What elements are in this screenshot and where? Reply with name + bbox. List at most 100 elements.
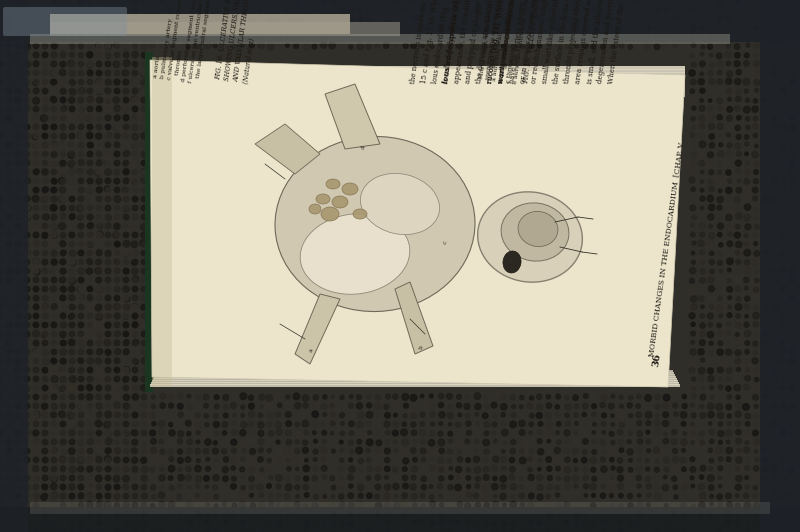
Circle shape [106, 394, 110, 400]
Circle shape [6, 16, 12, 22]
Circle shape [205, 439, 211, 445]
Circle shape [6, 62, 11, 66]
Circle shape [546, 26, 553, 32]
Circle shape [42, 457, 48, 463]
Circle shape [194, 403, 201, 409]
Circle shape [52, 467, 56, 470]
Circle shape [736, 438, 742, 444]
Circle shape [726, 162, 730, 165]
Circle shape [284, 476, 290, 482]
Circle shape [132, 484, 138, 490]
Circle shape [437, 457, 444, 464]
Circle shape [15, 286, 19, 290]
Circle shape [51, 502, 57, 508]
Circle shape [25, 225, 30, 229]
Circle shape [285, 494, 290, 498]
Circle shape [34, 394, 38, 400]
Circle shape [87, 223, 93, 229]
Circle shape [150, 485, 156, 490]
Circle shape [313, 449, 318, 454]
Circle shape [78, 268, 85, 275]
Circle shape [86, 0, 92, 4]
Circle shape [70, 106, 74, 110]
Circle shape [195, 510, 202, 517]
Circle shape [718, 143, 722, 147]
Circle shape [34, 79, 38, 85]
Circle shape [458, 457, 462, 462]
Circle shape [410, 484, 416, 490]
Circle shape [186, 466, 191, 472]
Circle shape [87, 177, 94, 184]
Circle shape [150, 430, 155, 436]
Circle shape [42, 241, 48, 247]
Circle shape [422, 458, 426, 462]
Circle shape [0, 70, 2, 74]
Circle shape [295, 0, 299, 2]
Circle shape [132, 250, 138, 256]
Circle shape [762, 366, 769, 372]
Circle shape [753, 312, 759, 319]
Circle shape [466, 529, 470, 532]
Circle shape [277, 521, 283, 527]
Circle shape [87, 430, 93, 436]
Circle shape [654, 503, 658, 509]
Circle shape [34, 205, 38, 211]
Circle shape [510, 430, 515, 436]
Circle shape [124, 234, 127, 237]
Circle shape [141, 223, 147, 229]
Circle shape [195, 448, 201, 454]
Circle shape [34, 322, 38, 328]
Circle shape [123, 168, 130, 174]
Circle shape [745, 152, 748, 155]
Circle shape [142, 313, 147, 319]
Circle shape [510, 484, 517, 490]
Circle shape [160, 449, 165, 454]
Circle shape [123, 485, 127, 488]
Circle shape [618, 529, 624, 532]
Circle shape [70, 115, 74, 120]
Circle shape [52, 304, 57, 309]
Circle shape [60, 241, 66, 247]
Circle shape [664, 34, 669, 39]
Circle shape [295, 422, 299, 427]
Circle shape [746, 441, 749, 444]
Circle shape [664, 503, 668, 508]
Circle shape [196, 395, 201, 400]
Circle shape [304, 7, 309, 13]
Circle shape [744, 502, 750, 509]
Circle shape [89, 278, 92, 281]
Circle shape [123, 358, 129, 364]
Circle shape [25, 413, 30, 419]
Circle shape [78, 223, 82, 229]
Circle shape [699, 123, 705, 129]
Circle shape [42, 376, 48, 382]
Circle shape [141, 286, 147, 292]
Circle shape [519, 8, 523, 12]
Circle shape [745, 350, 750, 354]
Circle shape [42, 143, 48, 148]
Circle shape [762, 105, 769, 111]
Circle shape [15, 16, 21, 22]
Circle shape [717, 114, 722, 120]
Circle shape [51, 448, 57, 454]
Circle shape [726, 476, 731, 480]
Circle shape [0, 304, 2, 310]
Circle shape [78, 142, 84, 148]
Circle shape [744, 53, 749, 58]
Circle shape [34, 521, 38, 526]
Circle shape [96, 242, 100, 245]
Circle shape [186, 26, 191, 31]
Circle shape [6, 295, 13, 302]
Circle shape [241, 486, 246, 490]
Circle shape [700, 330, 706, 337]
Circle shape [79, 322, 83, 326]
Circle shape [413, 458, 418, 462]
Circle shape [116, 71, 119, 74]
Circle shape [511, 34, 516, 39]
Circle shape [790, 331, 793, 335]
Circle shape [34, 52, 39, 57]
Circle shape [527, 34, 534, 40]
Circle shape [142, 350, 147, 356]
Circle shape [286, 0, 290, 4]
Circle shape [106, 511, 110, 517]
